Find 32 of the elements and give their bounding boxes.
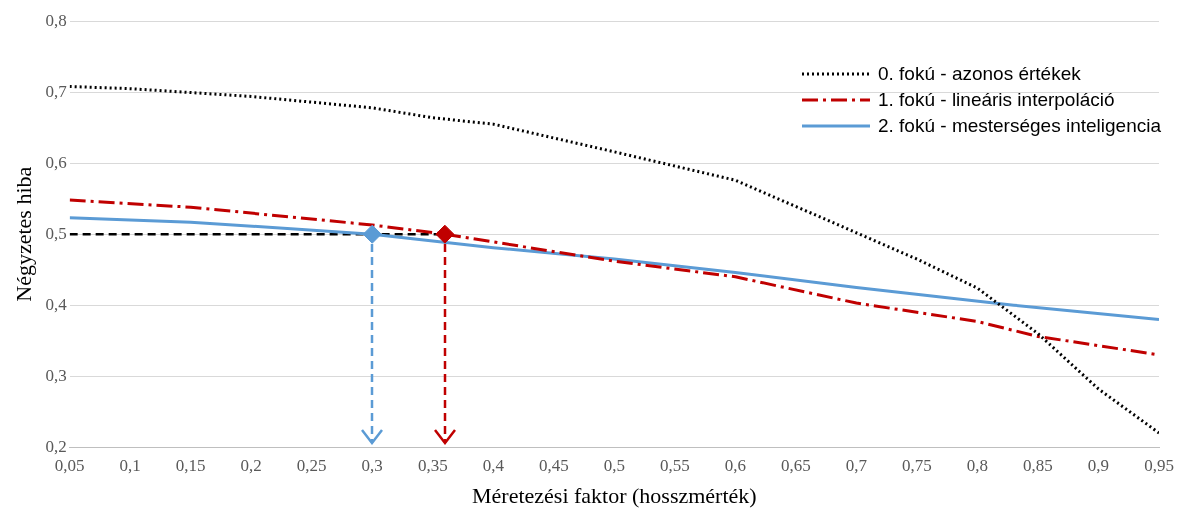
- x-tick-label: 0,75: [902, 455, 932, 475]
- x-tick-label: 0,85: [1023, 455, 1053, 475]
- x-tick-label: 0,95: [1144, 455, 1174, 475]
- x-tick-label: 0,2: [240, 455, 262, 475]
- y-tick-label: 0,3: [45, 365, 67, 385]
- x-tick-label: 0,4: [482, 455, 505, 475]
- y-tick-label: 0,2: [45, 436, 67, 456]
- y-tick-label: 0,6: [45, 152, 67, 172]
- x-tick-label: 0,9: [1087, 455, 1110, 475]
- x-tick-label: 0,55: [659, 455, 690, 475]
- y-tick-label: 0,5: [45, 223, 67, 243]
- legend-label: 1. fokú - lineáris interpoláció: [877, 89, 1115, 111]
- x-tick-label: 0,5: [603, 455, 625, 475]
- y-axis-title: Négyzetes hiba: [10, 166, 36, 302]
- x-tick-label: 0,05: [54, 455, 85, 475]
- x-axis-title: Méretezési faktor (hosszmérték): [472, 482, 757, 508]
- line-series: [69, 85, 1159, 435]
- legend-label: 2. fokú - mesterséges inteligencia: [877, 115, 1161, 137]
- x-tick-label: 0,65: [781, 455, 811, 475]
- x-tick-label: 0,3: [361, 455, 383, 475]
- x-tick-label: 0,8: [966, 455, 989, 475]
- y-tick-label: 0,7: [45, 81, 68, 101]
- x-tick-label: 0,15: [175, 455, 206, 475]
- x-tick-label: 0,1: [119, 455, 141, 475]
- x-tick-label: 0,45: [538, 455, 569, 475]
- x-tick-label: 0,6: [724, 455, 746, 475]
- x-tick-label: 0,7: [845, 455, 868, 475]
- y-tick-label: 0,8: [45, 10, 67, 30]
- legend-label: 0. fokú - azonos értékek: [877, 63, 1081, 85]
- x-tick-label: 0,35: [417, 455, 448, 475]
- y-tick-label: 0,4: [45, 294, 68, 314]
- x-tick-label: 0,25: [296, 455, 327, 475]
